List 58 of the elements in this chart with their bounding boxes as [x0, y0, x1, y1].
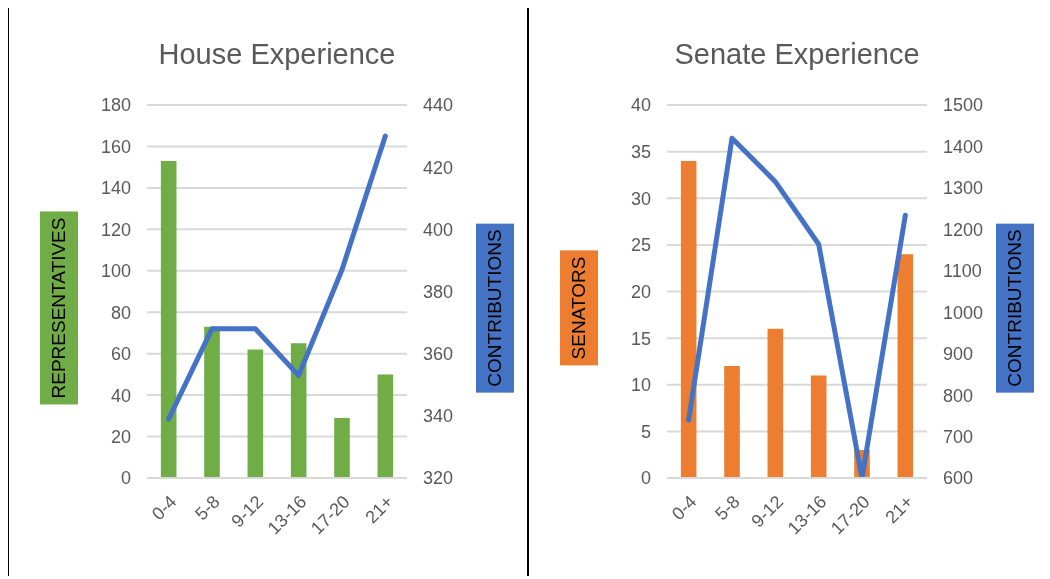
y-tick-label: 0 — [640, 468, 651, 489]
bar — [204, 326, 220, 478]
x-tick-label: 5-8 — [711, 491, 744, 525]
y-tick-label: 160 — [100, 136, 131, 157]
y2-tick-label: 1000 — [943, 302, 984, 323]
x-tick-label: 21+ — [361, 491, 398, 528]
chart-title: Senate Experience — [673, 38, 921, 71]
bar — [680, 160, 697, 478]
y2-tick-label: 400 — [423, 219, 454, 240]
y2-axis-title: CONTRIBUTIONS — [476, 223, 514, 393]
y2-axis-title: CONTRIBUTIONS — [996, 223, 1034, 393]
x-tick-label: 0-4 — [667, 491, 701, 525]
y-tick-label: 5 — [640, 421, 651, 442]
bar — [377, 374, 394, 478]
bar — [810, 375, 827, 478]
y2-tick-label: 1200 — [943, 219, 984, 240]
y-tick-label: 10 — [630, 375, 651, 396]
y-tick-label: 40 — [110, 385, 131, 406]
bar — [247, 349, 264, 478]
y-tick-label: 180 — [100, 95, 131, 116]
y2-tick-label: 900 — [943, 344, 974, 365]
y2-tick-label: 1400 — [943, 136, 984, 157]
y-tick-label: 35 — [630, 142, 651, 163]
y2-tick-label: 1300 — [943, 178, 984, 199]
x-tick-label: 21+ — [881, 491, 918, 528]
bar — [160, 160, 177, 478]
y2-tick-label: 360 — [423, 344, 454, 365]
y-tick-label: 30 — [630, 188, 651, 209]
y2-tick-label: 800 — [943, 385, 974, 406]
bar — [897, 254, 914, 478]
y-tick-label: 15 — [630, 328, 651, 349]
y-tick-label: 20 — [630, 281, 651, 302]
y-tick-label: 20 — [110, 426, 131, 447]
y-tick-label: 0 — [120, 468, 131, 489]
y-tick-label: 40 — [630, 95, 651, 116]
y2-tick-label: 340 — [423, 406, 454, 427]
y-tick-label: 120 — [100, 219, 131, 240]
y2-tick-label: 440 — [423, 95, 454, 116]
bar — [334, 417, 350, 478]
bar — [724, 366, 740, 478]
y-axis-title: SENATORS — [560, 250, 598, 366]
y-tick-label: 80 — [110, 302, 131, 323]
y2-tick-label: 700 — [943, 426, 974, 447]
y-tick-label: 100 — [100, 261, 131, 282]
y2-tick-label: 320 — [423, 468, 454, 489]
y2-tick-label: 600 — [943, 468, 974, 489]
x-tick-label: 0-4 — [147, 491, 181, 525]
y2-tick-label: 1100 — [943, 261, 982, 282]
y-tick-label: 60 — [110, 344, 131, 365]
y-tick-label: 25 — [630, 235, 651, 256]
x-tick-label: 5-8 — [191, 491, 224, 525]
y-axis-title: REPRESENTATIVES — [40, 211, 78, 405]
y2-tick-label: 420 — [423, 157, 454, 178]
y2-tick-label: 380 — [423, 281, 454, 302]
bar — [767, 328, 784, 478]
y-tick-label: 140 — [100, 178, 131, 199]
chart-title: House Experience — [157, 38, 397, 71]
y2-tick-label: 1500 — [943, 95, 984, 116]
